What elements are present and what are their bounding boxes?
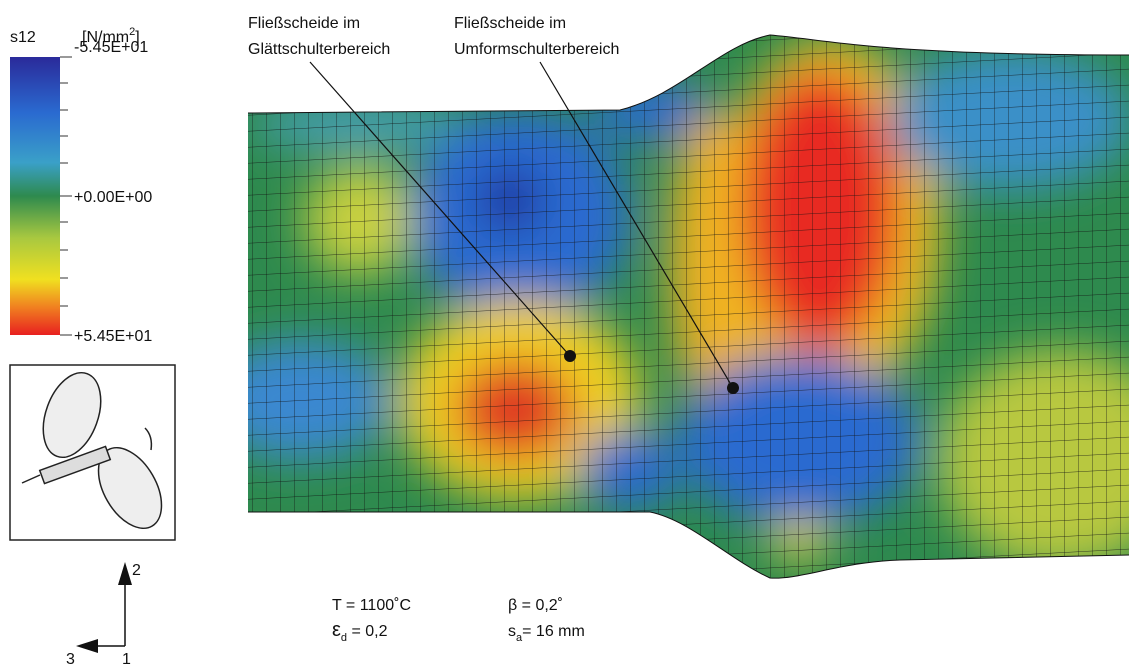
axis-label: 1	[122, 651, 131, 668]
contour-plot	[210, 30, 1129, 590]
colorbar-ticks	[60, 57, 72, 335]
symbol: s	[508, 623, 516, 640]
text: = 16 mm	[522, 623, 585, 640]
colorbar	[10, 57, 60, 335]
roll-sketch	[10, 365, 175, 540]
param: sa= 16 mm	[508, 623, 585, 644]
legend-variable: s12	[10, 29, 36, 46]
annotation-line: Glättschulterbereich	[248, 41, 390, 58]
annotation-line: Umformschulterbereich	[454, 41, 619, 58]
text: = 0,2	[347, 623, 388, 640]
param: T = 1100˚C	[332, 597, 411, 614]
legend: s12 [N/mm2] -5.45E+01 +0.00E+00 +5.45E+0…	[10, 26, 152, 345]
legend-bottom-label: +5.45E+01	[74, 328, 152, 345]
axis-label: 2	[132, 562, 141, 579]
legend-top-label: -5.45E+01	[74, 39, 148, 56]
axis-label: 3	[66, 651, 75, 668]
symbol: ε	[332, 619, 341, 641]
axes-symbol: 2 3 1	[66, 562, 141, 668]
annotation-line: Fließscheide im	[248, 15, 360, 32]
figure: s12 [N/mm2] -5.45E+01 +0.00E+00 +5.45E+0…	[0, 0, 1129, 668]
param: εd = 0,2	[332, 619, 388, 644]
legend-mid-label: +0.00E+00	[74, 189, 152, 206]
param: β = 0,2˚	[508, 597, 563, 614]
annotation-line: Fließscheide im	[454, 15, 566, 32]
parameters: T = 1100˚C εd = 0,2 β = 0,2˚ sa= 16 mm	[332, 597, 585, 644]
